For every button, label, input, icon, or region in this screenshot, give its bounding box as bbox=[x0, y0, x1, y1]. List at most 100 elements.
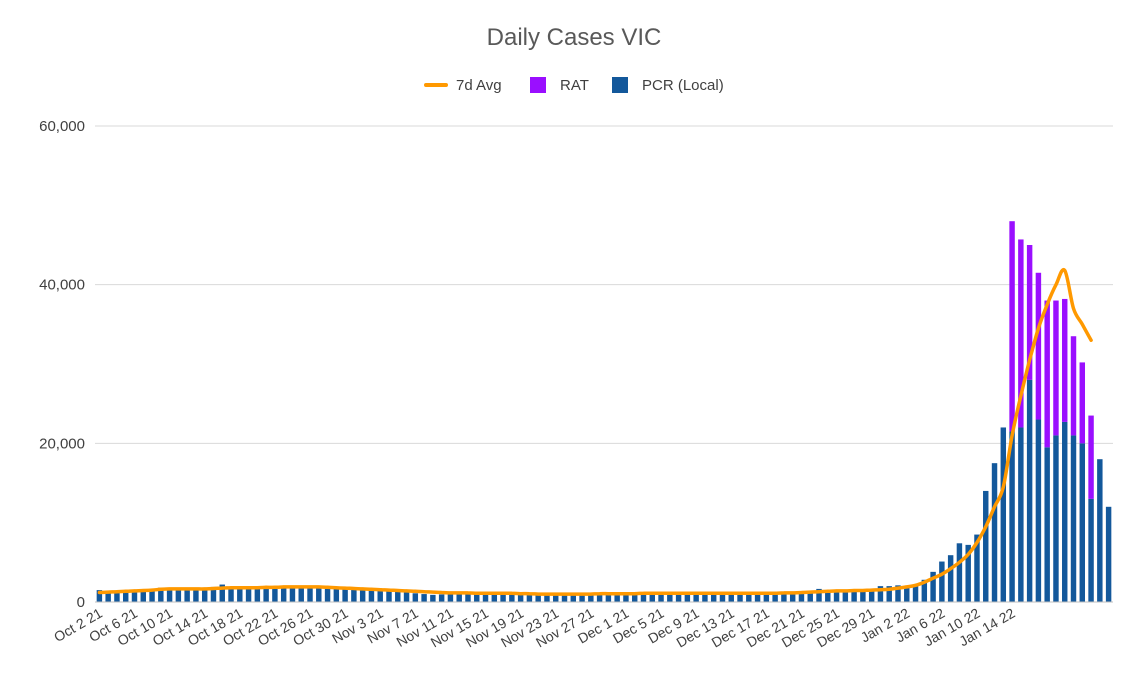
bar-rat bbox=[1035, 272, 1042, 420]
bar-pcr bbox=[131, 590, 138, 602]
bar-pcr bbox=[465, 594, 471, 602]
bar-pcr bbox=[307, 587, 313, 602]
series-line-7d-avg bbox=[97, 267, 1093, 596]
bar-pcr bbox=[237, 587, 243, 602]
bar-pcr bbox=[877, 586, 884, 602]
bar-pcr bbox=[482, 594, 489, 602]
bar-pcr bbox=[596, 594, 603, 602]
bar-pcr bbox=[1070, 435, 1077, 602]
bar-pcr bbox=[184, 588, 190, 602]
bar-pcr bbox=[158, 587, 164, 602]
bar-pcr bbox=[1079, 443, 1086, 602]
bar-pcr bbox=[965, 544, 971, 602]
bar-pcr bbox=[614, 593, 620, 602]
bar-pcr bbox=[544, 594, 550, 602]
bar-pcr bbox=[825, 591, 831, 602]
bar-pcr bbox=[1018, 427, 1024, 602]
bar-pcr bbox=[526, 594, 533, 602]
bar-pcr bbox=[1105, 506, 1112, 602]
bar-pcr bbox=[649, 593, 655, 602]
gridlines bbox=[95, 125, 1113, 444]
bar-pcr bbox=[324, 587, 331, 602]
bar-rat bbox=[1062, 298, 1068, 422]
bar-pcr bbox=[763, 593, 770, 602]
bar-pcr bbox=[1009, 431, 1015, 602]
bar-pcr bbox=[351, 589, 357, 602]
bar-pcr bbox=[719, 593, 726, 602]
bar-pcr bbox=[412, 593, 419, 602]
bar-pcr bbox=[105, 592, 111, 602]
bar-pcr bbox=[833, 591, 840, 602]
bar-pcr bbox=[517, 593, 524, 602]
bar-pcr bbox=[140, 590, 146, 602]
bar-pcr bbox=[122, 590, 129, 602]
bar-pcr bbox=[1026, 379, 1033, 602]
bar-pcr bbox=[851, 590, 857, 602]
bar-pcr bbox=[359, 590, 366, 602]
bar-pcr bbox=[500, 593, 506, 602]
bar-pcr bbox=[228, 587, 234, 602]
legend-entry-rat[interactable]: RAT bbox=[530, 77, 589, 94]
bar-pcr bbox=[509, 594, 515, 602]
bar-pcr bbox=[421, 594, 427, 602]
bar-pcr bbox=[807, 593, 813, 602]
bar-pcr bbox=[868, 590, 875, 602]
bar-pcr bbox=[403, 592, 410, 602]
chart-title: Daily Cases VIC bbox=[487, 24, 662, 51]
bar-pcr bbox=[991, 463, 998, 602]
bar-pcr bbox=[921, 579, 928, 602]
bar-pcr bbox=[842, 591, 849, 602]
bar-pcr bbox=[553, 594, 559, 602]
bar-pcr bbox=[1000, 427, 1007, 602]
bar-pcr bbox=[377, 590, 383, 602]
bar-pcr bbox=[658, 594, 664, 602]
bar-rat bbox=[1026, 245, 1033, 380]
bar-pcr bbox=[579, 594, 585, 602]
bar-pcr bbox=[789, 593, 796, 602]
bar-pcr bbox=[904, 586, 910, 602]
bar-rat bbox=[1070, 336, 1077, 436]
bar-pcr bbox=[570, 594, 577, 602]
bar-pcr bbox=[605, 594, 612, 602]
bar-pcr bbox=[939, 561, 945, 602]
bar-pcr bbox=[333, 588, 340, 602]
bar-pcr bbox=[263, 587, 269, 602]
bar-pcr bbox=[368, 590, 375, 602]
bar-pcr bbox=[640, 593, 647, 602]
bar-rat bbox=[1088, 415, 1094, 499]
bar-pcr bbox=[930, 571, 936, 602]
bar-pcr bbox=[710, 594, 717, 602]
bar-pcr bbox=[280, 587, 287, 602]
bar-pcr bbox=[175, 588, 182, 602]
legend-label-rat: RAT bbox=[560, 77, 589, 94]
bar-pcr bbox=[193, 588, 199, 602]
bar-pcr bbox=[149, 589, 155, 602]
bar-pcr bbox=[886, 586, 892, 602]
legend-label-7d-avg: 7d Avg bbox=[456, 77, 502, 94]
bar-pcr bbox=[219, 584, 225, 602]
bar-pcr bbox=[956, 543, 963, 602]
bar-pcr bbox=[746, 593, 752, 602]
bar-pcr bbox=[781, 593, 787, 602]
legend-entry-pcr-local[interactable]: PCR (Local) bbox=[612, 77, 724, 94]
bar-pcr bbox=[210, 586, 217, 602]
bar-pcr bbox=[201, 588, 208, 602]
bar-pcr bbox=[684, 593, 691, 602]
bar-pcr bbox=[728, 594, 734, 602]
bar-pcr bbox=[798, 592, 805, 602]
bar-rat bbox=[1053, 300, 1059, 436]
legend-entry-7d-avg[interactable]: 7d Avg bbox=[424, 77, 502, 94]
bar-pcr bbox=[456, 594, 462, 602]
bar-pcr bbox=[1035, 419, 1042, 602]
bar-pcr bbox=[386, 590, 392, 602]
bar-pcr bbox=[96, 590, 103, 602]
bar-pcr bbox=[535, 594, 541, 602]
y-tick-label: 60,000 bbox=[39, 118, 85, 135]
bar-pcr bbox=[983, 490, 989, 602]
legend-marker-pcr-local bbox=[612, 77, 628, 93]
y-axis-ticks: 0 20,000 40,000 60,000 bbox=[39, 118, 85, 611]
bar-pcr bbox=[1053, 435, 1059, 602]
bar-pcr bbox=[693, 593, 699, 602]
bar-rat bbox=[1079, 362, 1086, 444]
